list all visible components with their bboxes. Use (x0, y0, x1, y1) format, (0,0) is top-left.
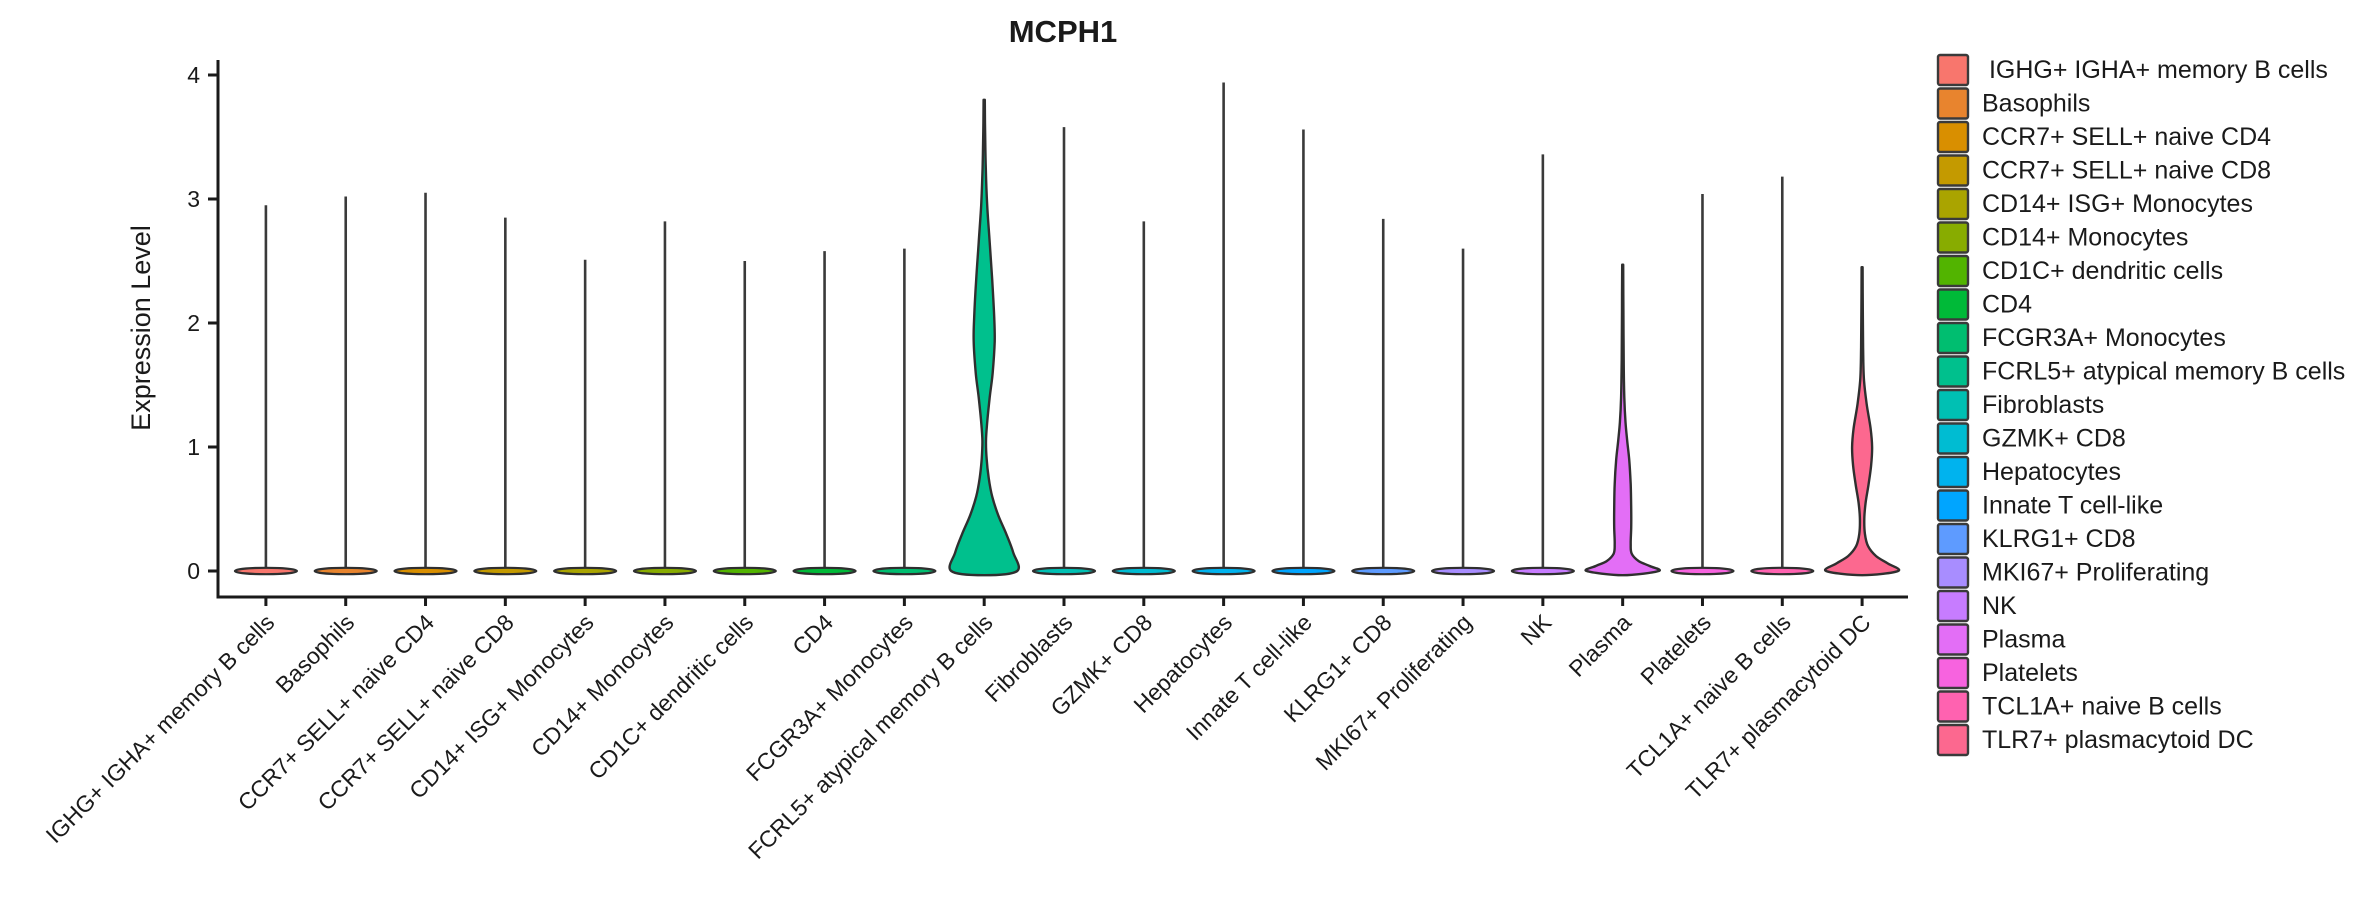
legend-swatch (1936, 154, 1970, 187)
violin-base (1750, 566, 1815, 576)
legend-swatch (1936, 120, 1970, 154)
violin-base (1031, 566, 1097, 576)
legend-label: Fibroblasts (1982, 391, 2104, 419)
y-tick-label: 3 (187, 186, 200, 212)
violin-base (1670, 566, 1735, 576)
legend-swatch (1936, 388, 1970, 422)
violin-base (393, 566, 458, 576)
legend-label: Plasma (1982, 626, 2065, 654)
x-tick-label: Plasma (1564, 609, 1637, 682)
violin-base (1510, 566, 1575, 576)
legend-label: Innate T cell-like (1982, 492, 2163, 520)
axes (216, 60, 1908, 599)
legend-label: CD1C+ dendritic cells (1982, 257, 2223, 285)
x-tick-label: Platelets (1635, 609, 1716, 690)
y-tick-label: 1 (187, 434, 200, 460)
legend-swatch (1936, 321, 1970, 355)
legend-swatch (1936, 556, 1970, 589)
legend-swatch (1936, 221, 1970, 254)
legend-swatch (1936, 187, 1970, 221)
legend-swatch (1936, 254, 1970, 288)
legend-label: CCR7+ SELL+ naive CD4 (1982, 123, 2271, 151)
x-tick-label: CD4 (787, 609, 838, 660)
legend: IGHG+ IGHA+ memory B cells Basophils CCR7+… (1936, 53, 2345, 757)
violin-base (872, 566, 937, 576)
legend-label: GZMK+ CD8 (1982, 425, 2126, 453)
legend-swatch (1936, 455, 1970, 489)
legend-label: MKI67+ Proliferating (1982, 559, 2209, 587)
x-tick-label: MKI67+ Proliferating (1310, 609, 1476, 775)
violin-base (632, 566, 698, 576)
legend-swatch (1936, 489, 1970, 522)
violin (948, 98, 1021, 577)
legend-label: FCRL5+ atypical memory B cells (1982, 358, 2345, 386)
legend-swatch (1936, 355, 1970, 388)
legend-label: CD14+ Monocytes (1982, 224, 2188, 252)
legend-swatch (1936, 623, 1970, 656)
legend-label: KLRG1+ CD8 (1982, 525, 2136, 553)
violin-base (1351, 566, 1416, 576)
legend-label: CCR7+ SELL+ naive CD8 (1982, 157, 2271, 185)
y-axis-label: Expression Level (126, 225, 156, 431)
legend-swatch (1936, 522, 1970, 556)
violin-base (1191, 566, 1256, 576)
legend-swatch (1936, 53, 1970, 87)
legend-label: CD4 (1982, 291, 2032, 319)
violin-base (473, 566, 538, 576)
x-tick-label: CD14+ Monocytes (526, 609, 679, 762)
violin-base (1111, 566, 1176, 576)
legend-label: TCL1A+ naive B cells (1982, 693, 2222, 721)
y-tick-label: 4 (187, 62, 200, 88)
legend-swatch (1936, 87, 1970, 120)
legend-label: NK (1982, 592, 2017, 620)
violin-base (712, 566, 777, 576)
legend-label: FCGR3A+ Monocytes (1982, 324, 2226, 352)
legend-swatch (1936, 690, 1970, 723)
y-axis-ticks: 0 1 2 3 4 (187, 62, 218, 584)
legend-label: Hepatocytes (1982, 458, 2121, 486)
legend-swatch (1936, 589, 1970, 623)
violin-base (1430, 566, 1496, 576)
legend-label: Basophils (1982, 90, 2090, 118)
legend-swatch (1936, 723, 1970, 757)
violin-base (553, 566, 618, 576)
legend-swatch (1936, 288, 1970, 321)
x-axis-ticks: IGHG+ IGHA+ memory B cellsBasophilsCCR7+… (41, 597, 1876, 864)
violin (1823, 266, 1901, 577)
violin-base (1271, 566, 1336, 576)
violin-base (313, 566, 378, 576)
legend-label: IGHG+ IGHA+ memory B cells (1982, 56, 2328, 84)
violin-base (792, 566, 857, 576)
legend-swatch (1936, 422, 1970, 455)
x-tick-label: IGHG+ IGHA+ memory B cells (41, 609, 280, 848)
x-tick-label: NK (1515, 609, 1556, 650)
chart-title: MCPH1 (1009, 14, 1118, 49)
legend-swatch (1936, 656, 1970, 690)
y-tick-label: 0 (187, 558, 200, 584)
violins-group (233, 82, 1901, 577)
violin (1584, 263, 1661, 577)
violin-base (233, 566, 299, 576)
legend-label: CD14+ ISG+ Monocytes (1982, 190, 2253, 218)
y-tick-label: 2 (187, 310, 200, 336)
legend-label: TLR7+ plasmacytoid DC (1982, 726, 2254, 754)
x-tick-label: CD1C+ dendritic cells (583, 609, 758, 784)
legend-label: Platelets (1982, 659, 2078, 687)
